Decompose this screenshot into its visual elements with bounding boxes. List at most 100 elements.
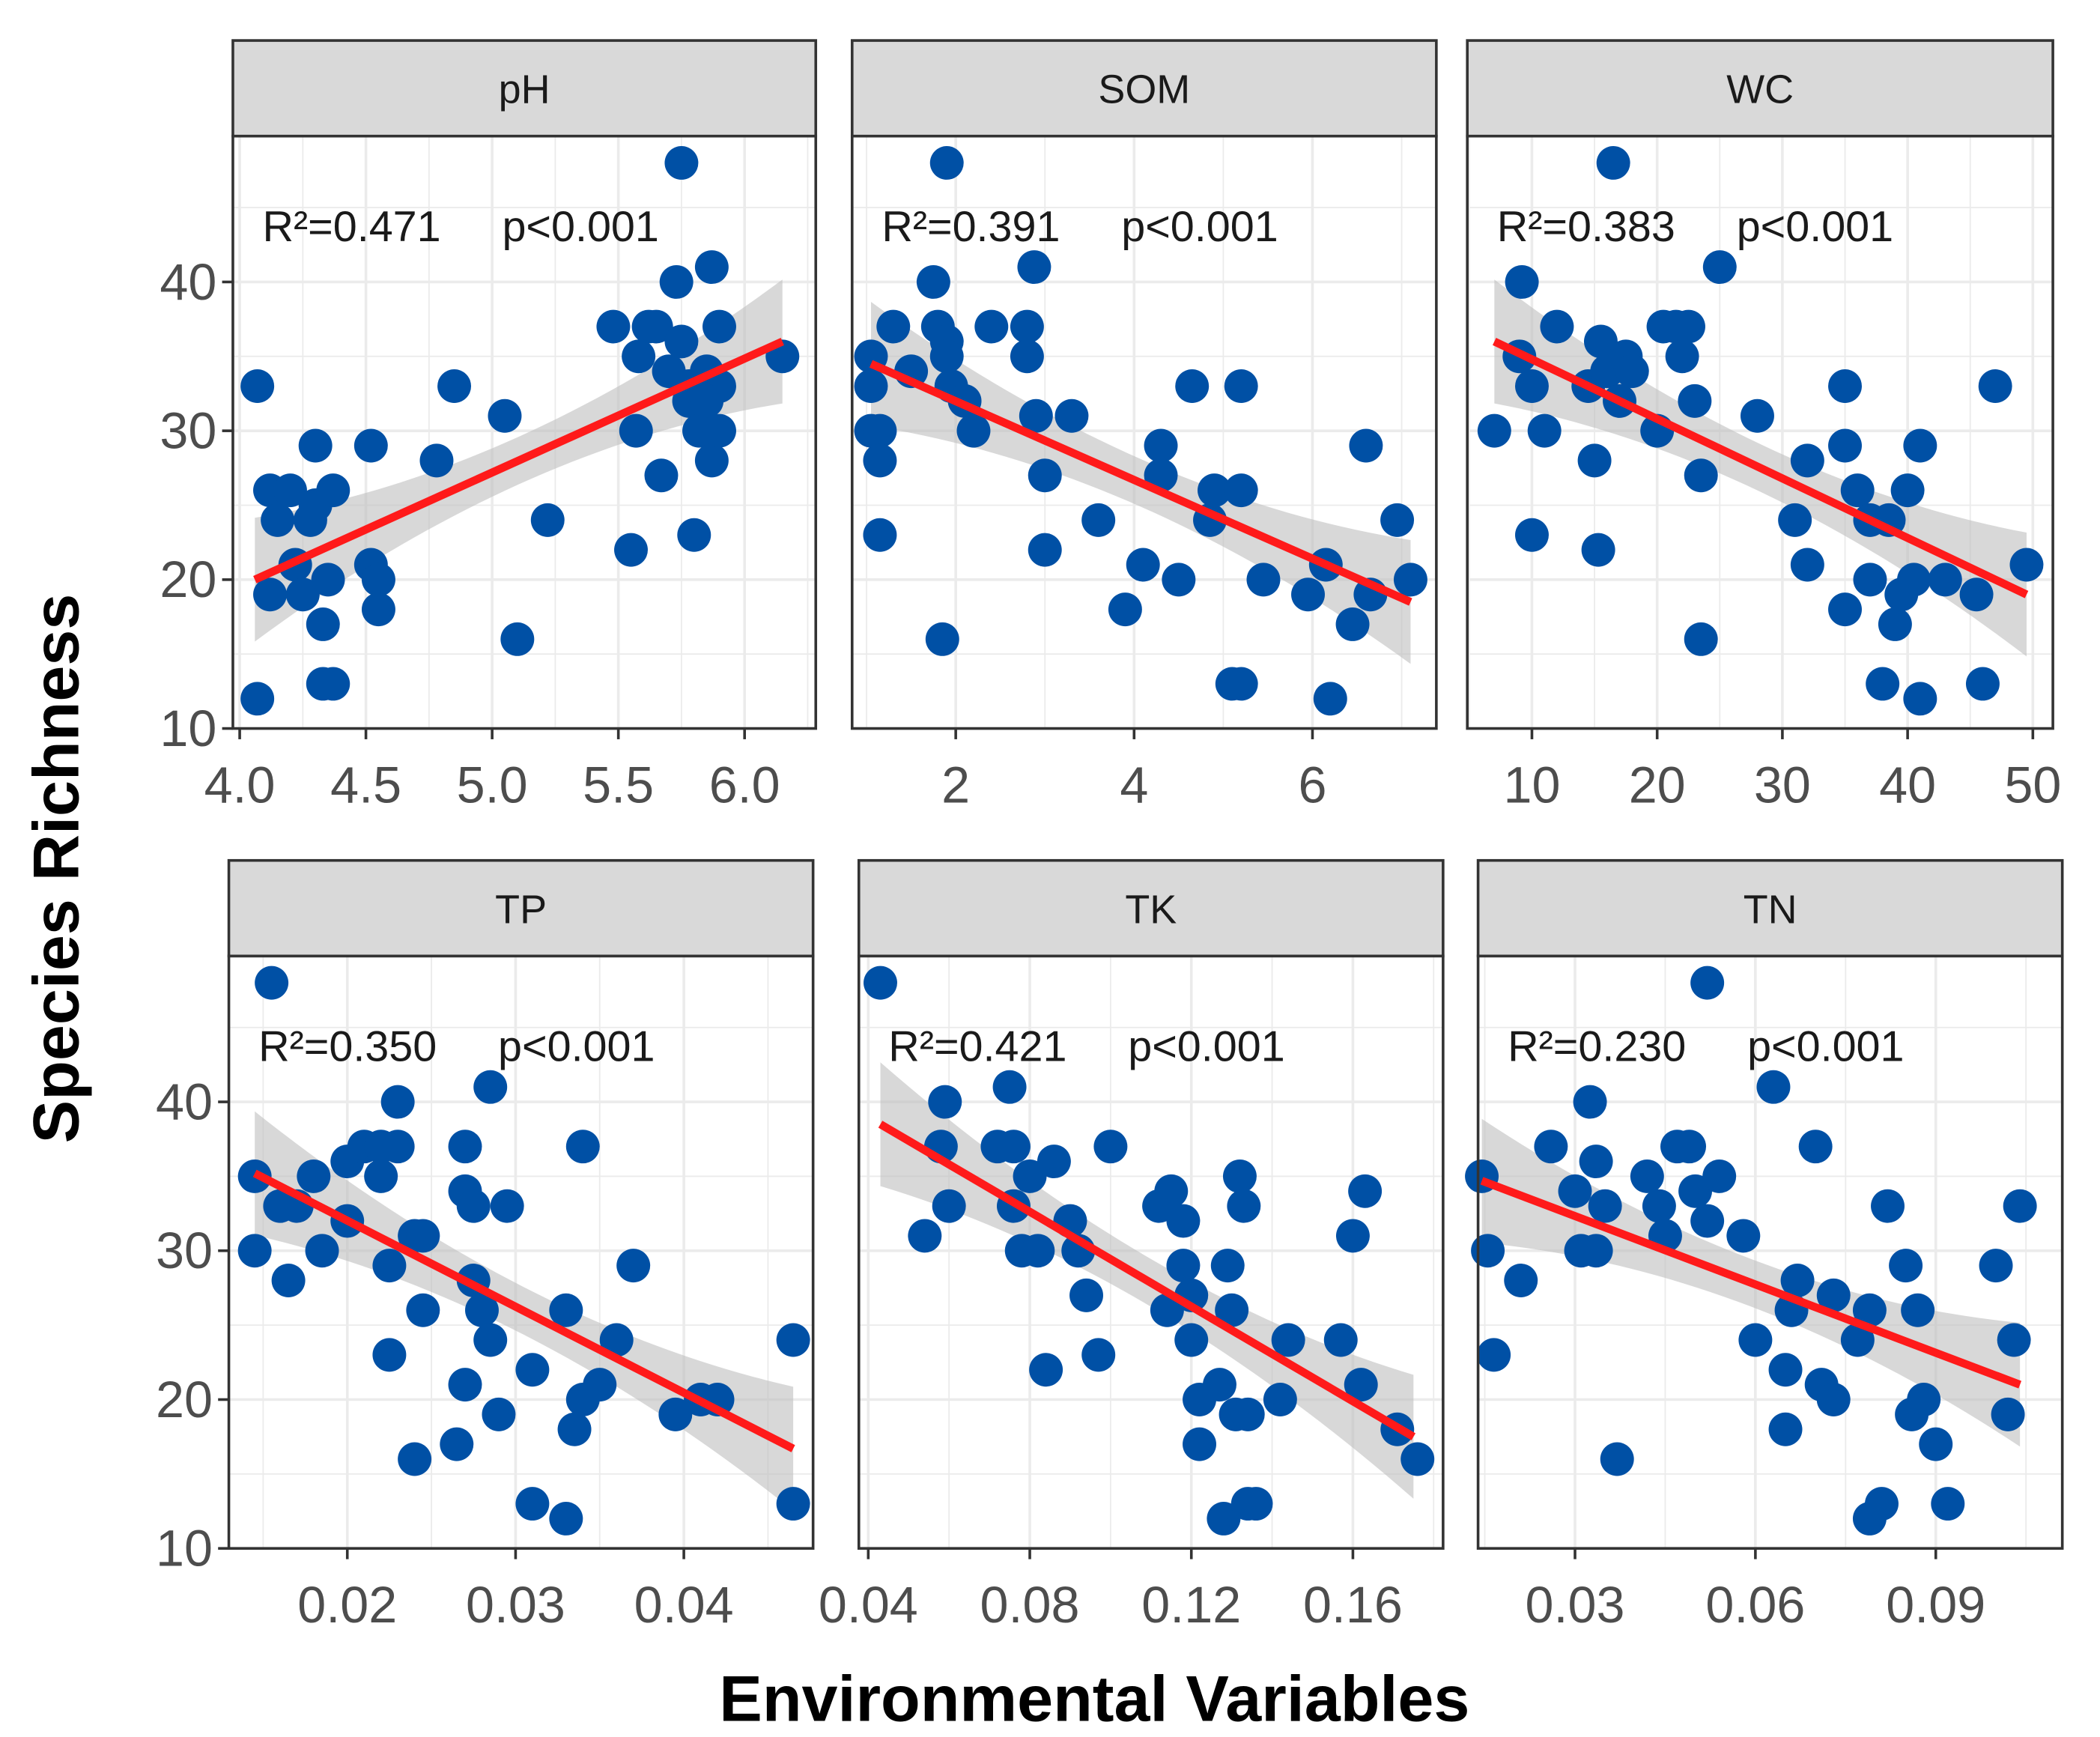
data-point [380,1130,415,1164]
x-axis-title: Environmental Variables [719,1663,1469,1735]
data-point [311,563,345,597]
data-point [1183,1427,1216,1461]
data-point [1477,1338,1511,1372]
data-point [1684,622,1718,656]
data-point [1162,563,1196,597]
x-tick-label: 0.03 [1526,1577,1625,1634]
data-point [1230,1397,1265,1431]
data-point [1393,563,1427,597]
regression-line [878,1121,1416,1440]
data-point [1690,965,1725,1000]
data-point [448,1130,482,1164]
data-point [664,145,699,180]
y-tick-label: 40 [160,254,216,311]
data-point [639,309,673,344]
data-point [956,413,991,448]
data-point [1903,682,1937,716]
data-point [1224,369,1258,403]
data-point [1890,473,1925,508]
data-point [1852,1293,1887,1327]
data-point [530,503,565,537]
data-point [599,1323,634,1357]
data-point [996,1130,1031,1164]
data-point [1344,1368,1378,1402]
data-point [419,443,454,478]
plot-background [858,956,1443,1549]
data-point [1203,1368,1236,1402]
x-tick-label: 6.0 [709,757,780,813]
data-point [1558,1174,1592,1208]
data-point [1903,428,1937,463]
data-point [1678,1174,1713,1208]
data-point [1577,443,1612,478]
data-point [1979,1249,2013,1283]
data-point [776,1487,810,1521]
data-point [619,413,653,448]
data-point [1323,1323,1358,1357]
data-point [437,369,472,403]
data-point [1037,1145,1071,1179]
data-point [974,309,1009,344]
panel-ph: pH R²=0.471 p<0.001 4.0 4.5 5.0 5.5 6.0 10 20 30 40 [160,39,818,813]
data-point [916,264,950,299]
data-point [1017,250,1051,285]
data-point [361,592,395,627]
p-label: p<0.001 [498,1023,655,1071]
data-point [677,518,711,552]
data-point [1790,548,1824,582]
data-point [297,1159,331,1193]
data-point [863,443,897,478]
data-point [1380,503,1415,537]
data-point [406,1219,440,1253]
x-tick-label: 0.03 [466,1577,565,1634]
data-point [1019,398,1053,433]
data-point [1175,369,1210,403]
data-point [1021,1234,1055,1268]
x-tick-label: 20 [1629,757,1686,813]
x-tick-label: 0.04 [819,1577,918,1634]
data-point [1348,1174,1383,1208]
data-point [1600,1442,1634,1476]
data-point [1901,1293,1935,1327]
data-point [1726,1219,1761,1253]
data-point [1778,503,1812,537]
data-point [1865,1487,1899,1521]
data-point [1798,1130,1833,1164]
data-point [702,413,736,448]
panel-som: SOM R²=0.391 p<0.001 2 4 6 [850,39,1438,813]
data-point [1207,1501,1241,1536]
y-tick-label: 20 [160,551,216,608]
data-point [1828,428,1862,463]
x-tick-label: 6 [1298,757,1326,813]
data-point [928,1085,962,1119]
data-point [1108,592,1142,627]
data-point [285,578,320,612]
data-point [1919,1427,1953,1461]
facet-title: TK [1125,887,1177,932]
data-point [1349,428,1383,463]
data-point [1069,1278,1103,1312]
data-point [702,309,736,344]
data-point [1840,473,1875,508]
data-point [1959,578,1994,612]
data-point [1054,398,1089,433]
data-point [1816,1278,1851,1312]
data-point [992,1070,1027,1104]
data-point [1504,1264,1538,1297]
data-point [515,1487,550,1521]
data-point [1828,592,1862,627]
data-point [1665,339,1699,374]
data-point [690,384,724,418]
data-point [1878,607,1912,641]
data-point [1505,264,1539,299]
data-point [694,250,729,285]
data-point [1573,1085,1607,1119]
data-point [1400,1442,1435,1476]
data-point [694,443,729,478]
data-point [1093,1130,1128,1164]
data-point [1702,1159,1737,1193]
data-point [1871,1189,1905,1223]
data-point [1081,503,1116,537]
data-point [490,1189,524,1223]
